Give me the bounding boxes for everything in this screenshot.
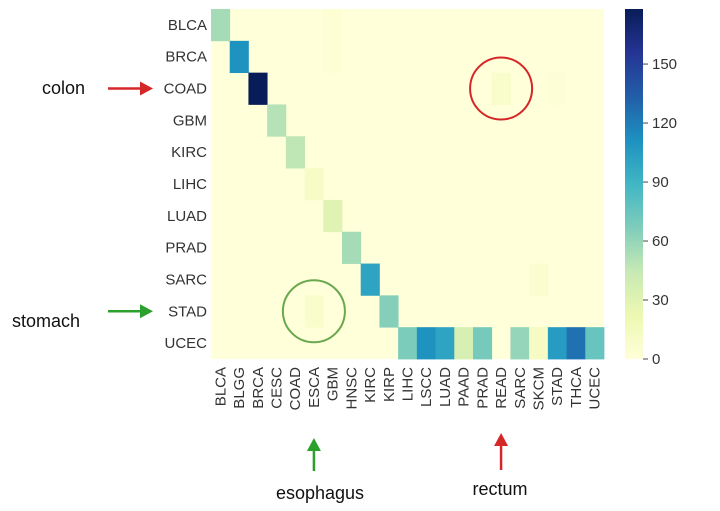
heatmap-cell [323, 9, 343, 42]
y-tick-label: SARC [165, 272, 207, 289]
heatmap-cell [304, 295, 324, 328]
heatmap-cell [416, 327, 436, 360]
stomach-arrow [108, 304, 153, 319]
y-tick-label: COAD [164, 81, 208, 98]
heatmap-cell [323, 40, 343, 74]
heatmap-cell [304, 168, 324, 201]
x-tick-label: LUAD [437, 367, 454, 407]
heatmap-cell [529, 263, 549, 296]
heatmap-grid [211, 9, 605, 360]
x-tick-label: BLCA [212, 367, 229, 406]
heatmap-cell [585, 327, 605, 360]
x-tick-label: STAD [549, 367, 566, 406]
annotations: colon stomach esophagus rectum [12, 56, 534, 503]
annotation-stomach-label: stomach [12, 311, 80, 331]
colon-arrow [108, 81, 153, 96]
heatmap-cell [379, 295, 399, 328]
y-tick-labels: BLCA BRCA COAD GBM KIRC LIHC LUAD PRAD SARC STAD U… [164, 17, 208, 352]
heatmap-cell [323, 199, 343, 233]
heatmap-cell [248, 72, 268, 105]
heatmap-cell [342, 231, 362, 264]
colorbar-tick-label: 120 [652, 115, 677, 132]
x-tick-label: GBM [325, 367, 342, 401]
colorbar-tick-label: 0 [652, 351, 660, 368]
y-tick-label: PRAD [165, 240, 207, 257]
annotation-colon-label: colon [42, 78, 85, 98]
heatmap-cell [267, 104, 287, 137]
colorbar-tick-label: 150 [652, 56, 677, 73]
rectum-arrow [494, 433, 509, 470]
heatmap-cell [547, 72, 567, 105]
y-tick-label: STAD [168, 303, 207, 320]
heatmap-cell [491, 72, 511, 105]
x-tick-label: LIHC [400, 367, 417, 401]
highlight-circle [469, 56, 534, 121]
y-tick-label: KIRC [171, 144, 207, 161]
heatmap-background [211, 9, 604, 359]
y-tick-label: UCEC [164, 335, 207, 352]
heatmap-cell [360, 263, 380, 296]
x-tick-label: BRCA [250, 367, 267, 409]
colorbar-gradient [625, 9, 643, 359]
x-tick-label: CESC [269, 367, 286, 409]
heatmap-cell [398, 327, 418, 360]
x-tick-label: SARC [512, 367, 529, 409]
heatmap-cell [285, 136, 305, 169]
y-tick-label: BRCA [165, 49, 207, 66]
heatmap-cell [547, 327, 567, 360]
x-tick-labels: BLCA BLGG BRCA CESC COAD ESCA GBM HNSC KIRC KIRP L… [212, 367, 603, 411]
x-tick-label: BLGG [231, 367, 248, 409]
y-tick-label: GBM [173, 112, 207, 129]
heatmap-cell [435, 327, 455, 360]
x-tick-label: LSCC [418, 367, 435, 407]
x-tick-label: HNSC [343, 367, 360, 410]
heatmap-cell [510, 327, 530, 360]
heatmap-cell [211, 9, 231, 42]
y-tick-label: LUAD [167, 208, 207, 225]
x-tick-label: PAAD [456, 367, 473, 407]
x-tick-label: COAD [287, 367, 304, 411]
heatmap-cell [529, 327, 549, 360]
heatmap-cell [566, 327, 586, 360]
annotation-esophagus-label: esophagus [276, 483, 364, 503]
colorbar: 0 30 60 90 120 150 [625, 9, 677, 368]
x-tick-label: KIRC [362, 367, 379, 403]
esophagus-arrow [306, 438, 321, 471]
highlight-circle [281, 279, 346, 344]
y-tick-label: LIHC [173, 176, 207, 193]
colorbar-tick-label: 60 [652, 233, 669, 250]
annotation-rectum-label: rectum [472, 479, 527, 499]
x-tick-label: KIRP [381, 367, 398, 402]
x-tick-label: THCA [568, 367, 585, 408]
colorbar-tick-label: 90 [652, 174, 669, 191]
heatmap-cell [454, 327, 474, 360]
y-tick-label: BLCA [168, 17, 207, 34]
x-tick-label: ESCA [306, 367, 323, 408]
x-tick-label: SKCM [531, 367, 548, 410]
x-tick-label: UCEC [587, 367, 604, 410]
colorbar-tick-label: 30 [652, 292, 669, 309]
x-tick-label: READ [493, 367, 510, 409]
heatmap-cell [229, 40, 249, 74]
heatmap-cell [473, 327, 493, 360]
x-tick-label: PRAD [474, 367, 491, 409]
